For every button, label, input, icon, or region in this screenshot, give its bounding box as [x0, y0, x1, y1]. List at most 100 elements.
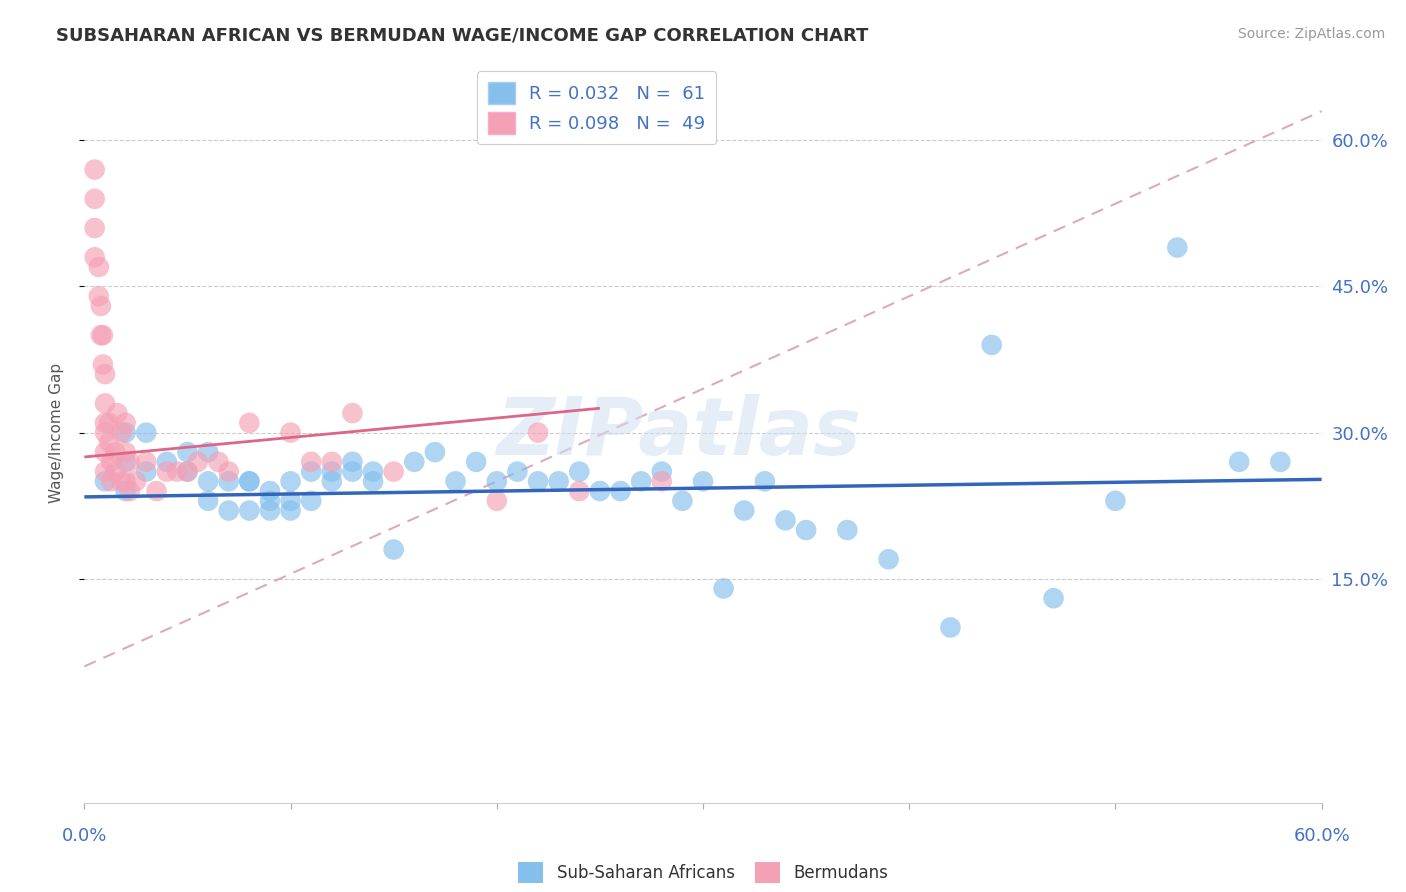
Point — [939, 620, 962, 634]
Point — [114, 425, 136, 440]
Point — [280, 493, 302, 508]
Point — [259, 503, 281, 517]
Point — [342, 455, 364, 469]
Point — [197, 475, 219, 489]
Point — [135, 455, 157, 469]
Point — [342, 465, 364, 479]
Point — [176, 465, 198, 479]
Point — [218, 503, 240, 517]
Point — [238, 416, 260, 430]
Point — [361, 475, 384, 489]
Point — [156, 455, 179, 469]
Point — [1227, 455, 1250, 469]
Point — [877, 552, 900, 566]
Point — [114, 416, 136, 430]
Point — [568, 465, 591, 479]
Point — [259, 493, 281, 508]
Point — [98, 416, 121, 430]
Point — [176, 445, 198, 459]
Point — [568, 484, 591, 499]
Point — [713, 582, 735, 596]
Point — [980, 338, 1002, 352]
Point — [100, 475, 122, 489]
Point — [83, 192, 105, 206]
Point — [404, 455, 426, 469]
Legend: Sub-Saharan Africans, Bermudans: Sub-Saharan Africans, Bermudans — [512, 855, 894, 889]
Point — [166, 465, 188, 479]
Point — [651, 465, 673, 479]
Point — [135, 465, 157, 479]
Point — [692, 475, 714, 489]
Point — [197, 493, 219, 508]
Point — [98, 435, 121, 450]
Point — [527, 425, 550, 440]
Point — [382, 465, 405, 479]
Point — [280, 475, 302, 489]
Point — [94, 475, 117, 489]
Point — [91, 328, 114, 343]
Point — [280, 503, 302, 517]
Point — [110, 425, 132, 440]
Point — [197, 445, 219, 459]
Point — [485, 493, 508, 508]
Point — [207, 455, 229, 469]
Point — [104, 465, 127, 479]
Point — [125, 475, 148, 489]
Point — [110, 475, 132, 489]
Point — [145, 484, 167, 499]
Point — [609, 484, 631, 499]
Point — [1042, 591, 1064, 606]
Point — [156, 465, 179, 479]
Point — [259, 484, 281, 499]
Point — [423, 445, 446, 459]
Text: 0.0%: 0.0% — [62, 827, 107, 845]
Point — [630, 475, 652, 489]
Point — [187, 455, 209, 469]
Text: Source: ZipAtlas.com: Source: ZipAtlas.com — [1237, 27, 1385, 41]
Point — [114, 455, 136, 469]
Point — [118, 484, 141, 499]
Point — [104, 445, 127, 459]
Point — [794, 523, 817, 537]
Y-axis label: Wage/Income Gap: Wage/Income Gap — [49, 362, 63, 503]
Point — [114, 445, 136, 459]
Point — [94, 367, 117, 381]
Point — [299, 465, 322, 479]
Point — [321, 455, 343, 469]
Point — [87, 260, 110, 274]
Point — [94, 425, 117, 440]
Point — [775, 513, 797, 527]
Point — [90, 299, 112, 313]
Point — [238, 503, 260, 517]
Point — [321, 475, 343, 489]
Point — [87, 289, 110, 303]
Point — [118, 455, 141, 469]
Point — [361, 465, 384, 479]
Point — [299, 455, 322, 469]
Point — [114, 475, 136, 489]
Point — [94, 465, 117, 479]
Point — [382, 542, 405, 557]
Point — [83, 162, 105, 177]
Point — [90, 328, 112, 343]
Point — [100, 455, 122, 469]
Point — [114, 484, 136, 499]
Point — [94, 445, 117, 459]
Point — [176, 465, 198, 479]
Text: ZIPatlas: ZIPatlas — [496, 393, 860, 472]
Point — [280, 425, 302, 440]
Point — [299, 493, 322, 508]
Point — [547, 475, 569, 489]
Point — [238, 475, 260, 489]
Point — [1104, 493, 1126, 508]
Point — [651, 475, 673, 489]
Point — [218, 465, 240, 479]
Point — [671, 493, 693, 508]
Point — [754, 475, 776, 489]
Point — [1166, 240, 1188, 255]
Point — [321, 465, 343, 479]
Point — [444, 475, 467, 489]
Point — [342, 406, 364, 420]
Point — [94, 396, 117, 410]
Point — [589, 484, 612, 499]
